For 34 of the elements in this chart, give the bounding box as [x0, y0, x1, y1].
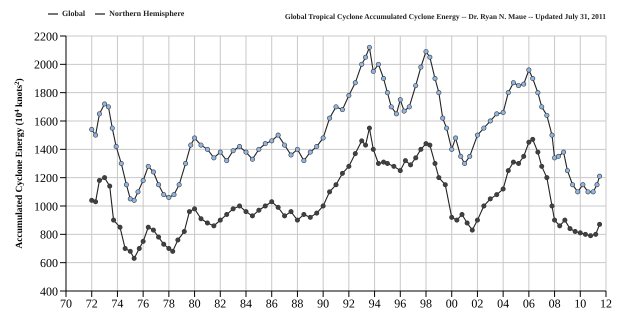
x-tick-label: 02 — [471, 296, 484, 311]
legend-label: Northern Hemisphere — [109, 9, 184, 18]
x-tick-label: 12 — [600, 296, 612, 311]
y-tick-label: 2000 — [34, 58, 58, 72]
x-tick-label: 84 — [240, 296, 252, 311]
x-tick-label: 76 — [137, 296, 150, 311]
x-tick-label: 06 — [522, 296, 535, 311]
x-tick-label: 88 — [291, 296, 304, 311]
y-tick-label: 1600 — [34, 114, 58, 128]
y-tick-label: 400 — [40, 284, 58, 298]
x-tick-label: 74 — [111, 296, 124, 311]
x-tick-label: 82 — [214, 296, 226, 311]
y-tick-label: 1200 — [34, 170, 58, 185]
x-tick-label: 94 — [368, 296, 381, 311]
x-tick-label: 04 — [497, 296, 510, 311]
x-tick-label: 96 — [394, 296, 406, 311]
x-tick-label: 78 — [162, 296, 175, 311]
y-tick-label: 1000 — [34, 199, 58, 214]
x-tick-label: 70 — [60, 296, 72, 311]
y-tick-label: 1400 — [34, 142, 58, 157]
y-tick-label: 800 — [40, 228, 58, 242]
x-tick-label: 08 — [548, 296, 561, 311]
x-tick-label: 98 — [420, 296, 432, 311]
x-tick-label: 92 — [342, 296, 355, 311]
y-tick-label: 1800 — [34, 86, 58, 100]
x-tick-label: 72 — [86, 296, 98, 311]
y-tick-label: 2200 — [34, 29, 58, 44]
x-tick-label: 90 — [317, 296, 330, 311]
x-tick-label: 10 — [574, 296, 586, 311]
x-tick-label: 86 — [266, 296, 278, 311]
x-tick-label: 80 — [188, 296, 201, 311]
x-tick-label: 00 — [446, 296, 458, 311]
y-tick-label: 600 — [40, 256, 58, 270]
legend-label: Global — [62, 9, 86, 18]
